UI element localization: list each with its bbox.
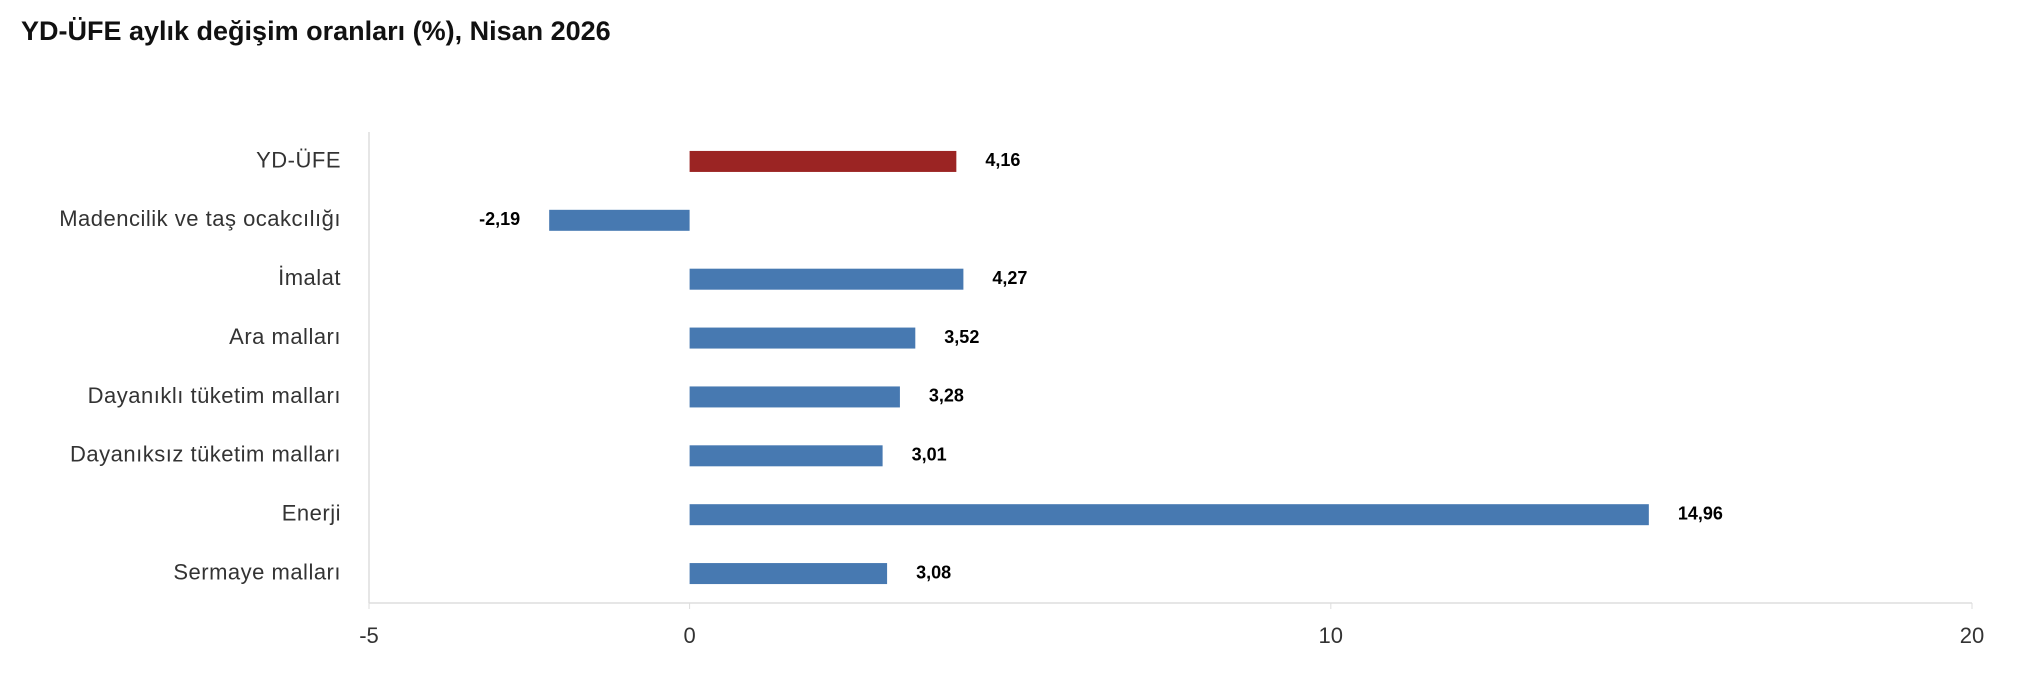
bar <box>549 209 690 231</box>
value-label: 3,28 <box>929 386 964 406</box>
x-tick-label: -5 <box>359 623 379 648</box>
y-tick-label: Ara malları <box>229 324 341 349</box>
x-tick-label: 0 <box>683 623 695 648</box>
value-label: 3,52 <box>944 327 979 347</box>
x-tick-label: 20 <box>1960 623 1984 648</box>
bar <box>689 445 883 467</box>
y-tick-label: YD-ÜFE <box>256 147 341 172</box>
value-label: 4,27 <box>992 268 1027 288</box>
y-tick-label: Enerji <box>282 501 341 526</box>
bar <box>689 327 916 349</box>
value-label: 4,16 <box>985 150 1020 170</box>
chart-title: YD-ÜFE aylık değişim oranları (%), Nisan… <box>21 16 611 46</box>
bar <box>689 563 888 585</box>
y-tick-label: Dayanıklı tüketim malları <box>88 383 341 408</box>
x-tick-label: 10 <box>1319 623 1343 648</box>
value-label: 3,01 <box>912 445 947 465</box>
y-tick-label: Madencilik ve taş ocakcılığı <box>59 206 341 231</box>
bar <box>689 268 964 290</box>
y-tick-label: Sermaye malları <box>173 559 341 584</box>
bar <box>689 504 1649 526</box>
value-label: 14,96 <box>1678 503 1723 523</box>
value-label: -2,19 <box>479 209 520 229</box>
bar <box>689 150 957 172</box>
value-label: 3,08 <box>916 562 951 582</box>
y-tick-label: Dayanıksız tüketim malları <box>70 442 341 467</box>
y-tick-label: İmalat <box>278 265 341 290</box>
bar <box>689 386 900 408</box>
